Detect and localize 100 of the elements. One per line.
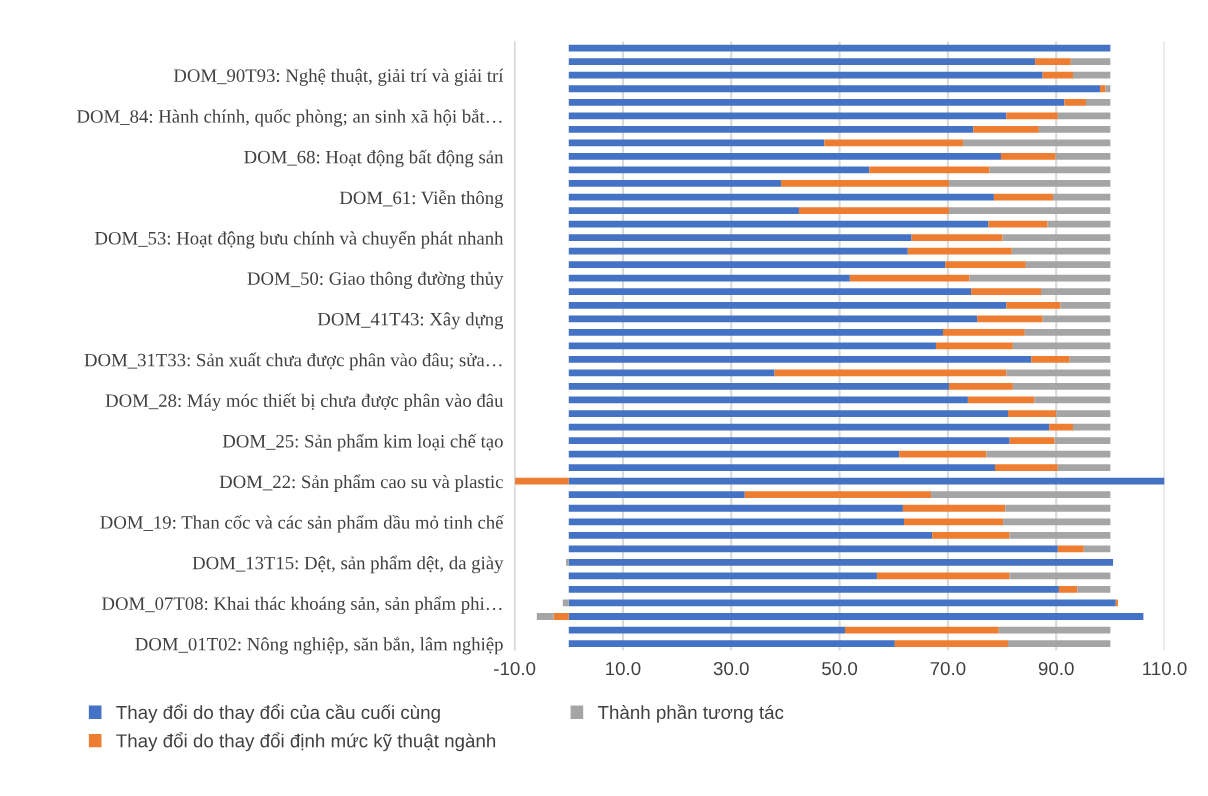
- bar: [973, 125, 1039, 133]
- x-tick-label: 90.0: [1038, 661, 1074, 676]
- bar: [1041, 288, 1111, 296]
- bar: [1077, 586, 1111, 593]
- bar: [1083, 545, 1111, 553]
- bar: [948, 207, 1111, 214]
- x-tick-label: 10.0: [606, 661, 641, 676]
- bar: [744, 491, 932, 499]
- y-tick-label: DOM_22: Sản phẩm cao su và plastic: [219, 474, 503, 492]
- bar: [568, 356, 1032, 363]
- bar: [969, 274, 1111, 282]
- y-tick-label: DOM_13T15: Dệt, sản phẩm dệt, da giày: [192, 555, 504, 574]
- bar: [1005, 504, 1111, 512]
- bar: [553, 613, 569, 620]
- bar: [935, 342, 1013, 350]
- bar: [568, 545, 1058, 553]
- bar: [1000, 153, 1056, 160]
- bar: [948, 180, 1111, 187]
- bar: [907, 247, 1012, 255]
- bar: [1057, 464, 1111, 472]
- bar: [568, 125, 974, 133]
- bar: [568, 71, 1043, 79]
- bar: [1024, 328, 1111, 336]
- y-tick-label: DOM_19: Than cốc và các sản phẩm dầu mỏ tinh chế: [100, 514, 504, 533]
- bar: [568, 464, 995, 472]
- y-tick-label: DOM_90T93: Nghệ thuật, giải trí và giải trí: [173, 68, 504, 86]
- bar: [568, 247, 908, 255]
- bar: [568, 437, 1010, 444]
- x-tick-label: 50.0: [822, 661, 858, 676]
- bar: [904, 518, 1004, 526]
- bar: [568, 315, 978, 323]
- bar: [1012, 383, 1111, 390]
- bar: [1003, 518, 1111, 526]
- y-tick-label: DOM_84: Hành chính, quốc phòng; an sinh xã hội bắt…: [77, 109, 502, 127]
- bar: [568, 85, 1101, 93]
- bar: [1006, 301, 1061, 309]
- bar: [1006, 112, 1058, 120]
- bar: [849, 274, 970, 282]
- bar: [568, 44, 1111, 52]
- y-tick-label: DOM_28: Máy móc thiết bị chưa được phân vào đâu: [105, 393, 504, 411]
- bar: [1069, 356, 1111, 363]
- bar: [568, 518, 905, 526]
- bar: [971, 288, 1042, 296]
- bar: [945, 261, 1026, 269]
- bar: [568, 301, 1007, 309]
- bar: [1007, 640, 1111, 647]
- bar: [899, 450, 987, 458]
- bar: [911, 234, 1003, 241]
- bar: [568, 531, 933, 539]
- y-tick-label: DOM_50: Giao thông đường thủy: [247, 271, 504, 289]
- bar: [995, 464, 1058, 472]
- bar: [568, 274, 850, 282]
- bar: [963, 139, 1111, 147]
- bar: [568, 450, 900, 458]
- bar: [568, 261, 946, 269]
- bar: [1042, 71, 1073, 79]
- bar: [562, 599, 569, 607]
- bar: [568, 558, 1114, 566]
- bar: [931, 491, 1111, 499]
- bar: [1009, 437, 1055, 444]
- bar: [536, 613, 554, 620]
- bar: [568, 342, 936, 350]
- bar: [1035, 58, 1071, 66]
- bar: [568, 180, 782, 187]
- y-tick-label: DOM_68: Hoạt động bất động sản: [244, 149, 504, 168]
- legend-label: Thay đổi do thay đổi của cầu cuối cùng: [116, 703, 440, 723]
- y-tick-label: DOM_41T43: Xây dựng: [317, 312, 504, 330]
- bar: [1031, 356, 1070, 363]
- bar: [986, 450, 1111, 458]
- bar: [568, 383, 949, 390]
- bar: [1025, 261, 1111, 269]
- legend-label: Thay đổi do thay đổi định mức kỹ thuật ngành: [116, 732, 496, 752]
- y-tick-label: DOM_01T02: Nông nghiệp, săn bắn, lâm nghiệp: [135, 636, 503, 655]
- bar: [568, 112, 1007, 120]
- bar: [568, 288, 972, 296]
- bar: [1056, 410, 1111, 417]
- bar: [568, 98, 1065, 106]
- legend-label: Thành phần tương tác: [597, 704, 784, 723]
- bar: [932, 531, 1010, 539]
- y-tick-label: DOM_07T08: Khai thác khoáng sản, sản phẩm phi…: [102, 596, 502, 614]
- bar: [1054, 437, 1111, 444]
- x-tick-label: 70.0: [930, 661, 966, 676]
- bar: [568, 139, 825, 147]
- bar: [1009, 531, 1111, 539]
- y-tick-label: DOM_61: Viễn thông: [339, 190, 504, 209]
- bar: [568, 586, 1059, 593]
- bar: [568, 410, 1008, 417]
- bar: [568, 640, 895, 647]
- x-tick-label: 110.0: [1143, 661, 1187, 676]
- y-tick-label: DOM_53: Hoạt động bưu chính và chuyển phát nhanh: [94, 230, 504, 249]
- bar: [1100, 85, 1106, 93]
- y-tick-label: DOM_31T33: Sản xuất chưa được phân vào đâu; sửa…: [84, 352, 502, 371]
- x-tick-label: -10.0: [494, 661, 536, 676]
- bar: [568, 207, 799, 214]
- bar: [798, 207, 949, 214]
- bar: [514, 477, 569, 485]
- bar: [1038, 125, 1111, 133]
- bar: [568, 504, 903, 512]
- bar: [824, 139, 964, 147]
- y-tick-label: DOM_25: Sản phẩm kim loại chế tạo: [222, 433, 503, 452]
